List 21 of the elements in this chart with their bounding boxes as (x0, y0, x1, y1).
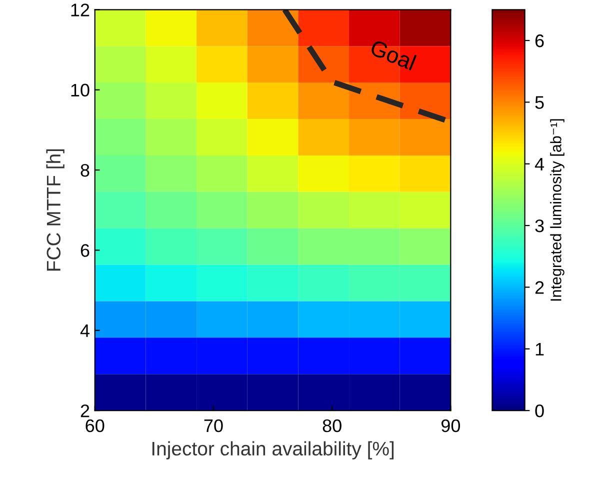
x-axis-title: Injector chain availability [%] (152, 441, 394, 460)
x-tick-label: 70 (204, 419, 223, 432)
y-tick-label: 12 (71, 4, 90, 16)
color-bar-label: 3 (535, 219, 544, 232)
y-tick-label: 4 (80, 324, 90, 337)
color-bar-label: 0 (535, 404, 544, 418)
color-bar-label: 4 (534, 158, 544, 170)
x-tick-label: 60 (86, 419, 104, 432)
x-tick-label: 90 (441, 419, 460, 432)
color-bar-title: Integrated luminosity [ab⁻¹] (550, 119, 564, 301)
y-tick-label: 8 (80, 164, 90, 177)
color-bar-label: 2 (535, 281, 544, 294)
y-tick-label: 6 (80, 244, 90, 257)
y-tick-label: 2 (80, 404, 90, 418)
text: Goal (369, 38, 417, 71)
x-tick-label: 80 (322, 419, 342, 432)
color-bar-label: 6 (535, 34, 544, 48)
y-axis-title: FCC MTTF [h] (46, 149, 64, 271)
color-bar-label: 1 (536, 342, 544, 356)
y-tick-label: 10 (71, 84, 90, 97)
color-bar-label: 5 (535, 96, 544, 109)
